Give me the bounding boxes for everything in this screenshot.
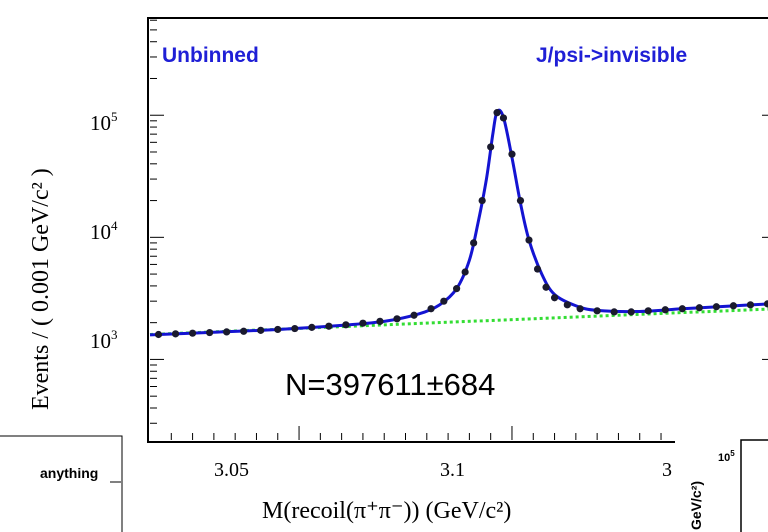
y-tick-label-1e4: 104: [90, 218, 118, 244]
data-point: [644, 307, 652, 315]
data-point: [525, 236, 533, 244]
data-point: [393, 315, 401, 323]
inset-right-ytick-base: 10: [718, 452, 730, 464]
data-point: [154, 330, 163, 339]
data-point: [461, 268, 469, 276]
data-point: [542, 283, 550, 291]
data-point: [325, 322, 333, 330]
inset-left-frame: [0, 435, 123, 532]
data-point: [593, 307, 601, 315]
data-point: [440, 297, 448, 305]
plot-frame: [147, 17, 768, 443]
data-point: [550, 294, 559, 302]
data-point: [376, 317, 384, 325]
data-point: [493, 109, 501, 117]
x-tick-label-3-partial: 3: [662, 459, 672, 481]
data-points: [154, 109, 768, 339]
data-point: [563, 301, 571, 309]
data-point: [576, 305, 584, 313]
data-point: [763, 300, 768, 308]
inset-right-ytick: 105: [718, 449, 735, 464]
x-tick-label-305: 3.05: [214, 459, 249, 481]
y-tick-1e3-exp: 3: [111, 327, 118, 342]
x-axis-title: M(recoil(π⁺π⁻)) (GeV/c²): [262, 498, 511, 524]
data-point: [478, 196, 486, 205]
data-point: [359, 319, 367, 327]
data-point: [171, 330, 180, 338]
data-point: [188, 329, 197, 337]
data-point: [470, 239, 478, 247]
y-axis-title: Events / ( 0.001 GeV/c² ): [28, 168, 54, 410]
data-point: [206, 328, 214, 337]
decay-label: J/psi->invisible: [536, 44, 687, 67]
data-point: [487, 143, 495, 151]
data-point: [223, 328, 231, 336]
data-point: [257, 326, 265, 334]
inset-right-ytick-exp: 5: [730, 449, 735, 458]
data-point: [240, 327, 248, 335]
y-tick-label-1e3: 103: [90, 327, 118, 353]
data-point: [729, 302, 738, 310]
data-point: [291, 324, 299, 333]
x-tick-label-31: 3.1: [440, 459, 465, 481]
y-tick-1e4-exp: 4: [111, 218, 118, 233]
data-point: [627, 308, 635, 316]
data-point: [342, 321, 350, 329]
data-point: [661, 306, 669, 314]
inset-right-plot: [740, 439, 768, 532]
data-point: [746, 301, 755, 309]
data-point: [678, 305, 686, 313]
data-point: [533, 265, 542, 273]
yield-label: N=397611±684: [285, 367, 495, 402]
inset-left-title: anything: [40, 465, 98, 481]
fit-curve: [149, 108, 768, 337]
inset-right-ylabel: GeV/c²): [688, 481, 704, 530]
unbinned-label: Unbinned: [162, 44, 259, 67]
data-point: [508, 150, 516, 158]
data-point: [695, 304, 703, 312]
data-point: [274, 325, 282, 334]
data-point: [453, 285, 461, 293]
data-point: [610, 308, 618, 316]
y-tick-1e5-base: 10: [90, 111, 111, 135]
data-point: [308, 323, 316, 331]
data-point: [712, 303, 720, 311]
data-point: [516, 196, 525, 205]
y-tick-1e5-exp: 5: [111, 109, 118, 124]
data-point: [499, 114, 508, 122]
data-point: [427, 305, 435, 313]
y-tick-1e4-base: 10: [90, 220, 111, 244]
y-tick-1e3-base: 10: [90, 329, 111, 353]
y-tick-label-1e5: 105: [90, 109, 118, 135]
data-point: [410, 311, 418, 319]
